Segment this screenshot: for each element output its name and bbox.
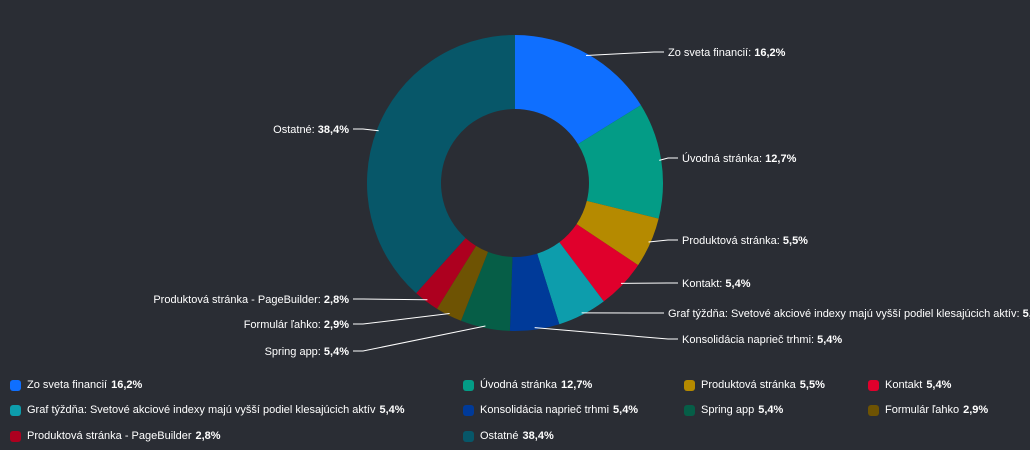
slice-label: Spring app: 5,4% [265,346,350,358]
legend-swatch [463,379,474,391]
donut-slice[interactable] [509,253,560,331]
legend-name: Produktová stránka [701,379,796,391]
legend-swatch [463,430,474,442]
legend-swatch [868,404,879,416]
slice-label: Ostatné: 38,4% [273,124,349,136]
slice-label: Úvodná stránka: 12,7% [682,152,797,165]
legend-item[interactable]: Produktová stránka - PageBuilder 2,8% [10,430,221,442]
legend-item[interactable]: Produktová stránka 5,5% [684,379,825,391]
donut-slices [366,35,663,331]
slice-label-name: Zo sveta financií: [668,47,754,59]
slice-label: Zo sveta financií: 16,2% [668,47,786,59]
slice-label-value: 5,4% [324,346,349,358]
slice-label-name: Konsolidácia naprieč trhmi: [682,334,817,346]
legend-value: 38,4% [522,430,554,442]
legend-name: Úvodná stránka [480,379,558,391]
slice-label: Konsolidácia naprieč trhmi: 5,4% [682,334,842,346]
legend-swatch [10,404,21,416]
legend-name: Produktová stránka - PageBuilder [27,430,192,442]
label-connector-line [353,128,379,132]
donut-slice[interactable] [436,245,489,321]
legend-swatch [463,404,474,416]
legend-name: Kontakt [885,379,923,391]
legend-name: Zo sveta financií [27,379,108,391]
slice-label-name: Graf týždňa: Svetové akciové indexy majú… [668,308,1023,320]
slice-label-name: Formulár ľahko: [244,319,324,331]
donut-slice[interactable] [461,251,513,331]
legend-name: Ostatné [480,430,519,442]
legend-value: 5,4% [379,404,405,416]
slice-label: Produktová stránka - PageBuilder: 2,8% [153,294,349,306]
slice-label: Formulár ľahko: 2,9% [244,319,350,331]
legend-swatch [10,379,21,391]
label-connector-line [353,325,486,352]
legend-swatch [684,404,695,416]
label-connector-line [353,313,450,325]
slice-label-name: Kontakt: [682,278,725,290]
legend-swatch [868,379,879,391]
legend-name: Konsolidácia naprieč trhmi [480,404,610,416]
label-connector-line [586,51,664,56]
legend-value: 2,9% [963,404,989,416]
slice-label-value: 5,4% [725,278,750,290]
slice-label: Kontakt: 5,4% [682,278,751,290]
slice-label-name: Produktová stránka - PageBuilder: [153,294,324,306]
label-connector-line [648,239,678,243]
donut-slice[interactable] [366,35,515,294]
legend-value: 5,4% [926,379,952,391]
legend-item[interactable]: Zo sveta financií 16,2% [10,379,142,391]
legend-name: Spring app [701,404,755,416]
slice-label-value: 5,4% [1023,308,1030,320]
slice-label: Produktová stránka: 5,5% [682,235,808,247]
legend-value: 2,8% [195,430,221,442]
slice-label-value: 38,4% [318,124,349,136]
legend-item[interactable]: Spring app 5,4% [684,404,783,416]
legend-item[interactable]: Konsolidácia naprieč trhmi 5,4% [463,404,638,416]
donut-slice[interactable] [515,35,641,145]
slice-label-value: 5,4% [817,334,842,346]
legend-item[interactable]: Úvodná stránka 12,7% [463,379,592,391]
legend-item[interactable]: Graf týždňa: Svetové akciové indexy majú… [10,404,405,416]
donut-slice[interactable] [416,238,476,309]
slice-label-value: 16,2% [754,47,785,59]
legend-swatch [10,430,21,442]
label-connector-line [534,327,678,340]
slice-label-name: Ostatné: [273,124,318,136]
slice-label-name: Úvodná stránka: [682,152,765,165]
legend-swatch [684,379,695,391]
slice-label-value: 12,7% [765,153,796,165]
slice-label-value: 2,9% [324,319,349,331]
legend-name: Formulár ľahko [885,404,960,416]
legend-value: 5,4% [758,404,784,416]
label-connector-line [659,157,678,161]
legend-value: 12,7% [561,379,593,391]
donut-slice[interactable] [577,105,663,219]
slice-label: Graf týždňa: Svetové akciové indexy majú… [668,308,1030,320]
legend-value: 5,4% [613,404,639,416]
donut-chart-svg: Zo sveta financií: 16,2% Úvodná stránka: … [153,35,1030,358]
slice-label-value: 2,8% [324,294,349,306]
legend-item[interactable]: Ostatné 38,4% [463,430,554,442]
slice-labels: Zo sveta financií: 16,2% Úvodná stránka: … [153,47,1030,358]
slice-label-value: 5,5% [783,235,808,247]
chart-legend: Zo sveta financií 16,2% Úvodná stránka 12,7… [0,372,1030,450]
legend-value: 16,2% [111,379,143,391]
label-connectors [353,51,678,352]
legend-item[interactable]: Kontakt 5,4% [868,379,951,391]
donut-slice[interactable] [537,242,604,325]
donut-slice[interactable] [576,200,659,266]
slice-label-name: Produktová stránka: [682,235,783,247]
legend-item[interactable]: Formulár ľahko 2,9% [868,404,988,416]
label-connector-line [353,298,428,301]
donut-slice[interactable] [559,224,639,302]
legend-name: Graf týždňa: Svetové akciové indexy majú… [27,404,376,416]
slice-label-name: Spring app: [265,346,324,358]
legend-value: 5,5% [799,379,825,391]
